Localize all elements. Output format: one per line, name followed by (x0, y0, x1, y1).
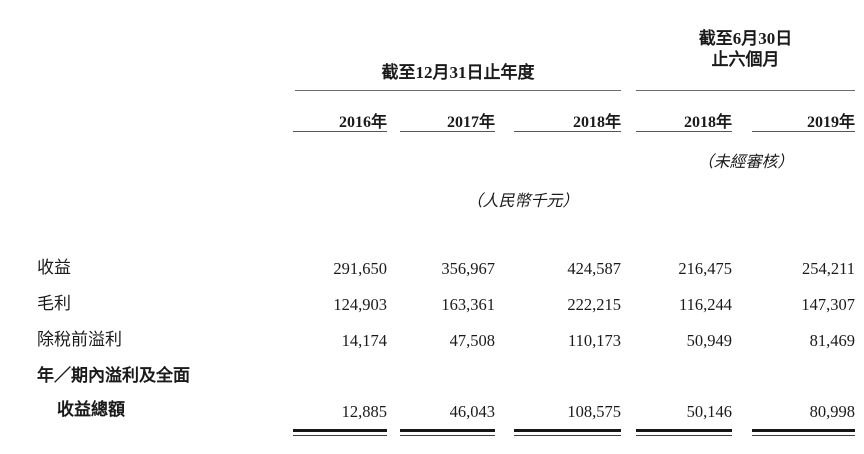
group-rule-interim (636, 90, 855, 91)
total-rule-thin-fy2017 (400, 435, 495, 436)
cell-revenue-h1-2019: 254,211 (801, 259, 855, 278)
column-header-fy2017: 2017年 (446, 114, 495, 131)
cell-total-comprehensive-income-h1-2019: 80,998 (809, 402, 855, 421)
cell-revenue-fy2017: 356,967 (441, 259, 495, 278)
column-group-caption-interim-line-1: 截至6月30日 (698, 29, 793, 48)
cell-total-comprehensive-income-fy2016: 12,885 (341, 402, 387, 421)
column-header-h1-2018: 2018年 (683, 114, 732, 131)
cell-gross-profit-h1-2018: 116,244 (678, 295, 732, 314)
cell-gross-profit-h1-2019: 147,307 (801, 295, 855, 314)
row-label-revenue: 收益 (37, 258, 71, 277)
cell-profit-before-tax-fy2018: 110,173 (567, 331, 621, 350)
column-group-caption-annual-line-1: 截至12月31日止年度 (381, 63, 535, 82)
total-rule-thick-h1-2018 (636, 429, 732, 432)
column-group-caption-interim: 截至6月30日 止六個月 (636, 28, 855, 71)
cell-revenue-h1-2018: 216,475 (678, 259, 732, 278)
column-header-fy2016: 2016年 (338, 114, 387, 131)
total-double-rule-fy2016 (293, 429, 387, 437)
cell-revenue-fy2018: 424,587 (567, 259, 621, 278)
column-rule-fy2017 (400, 131, 495, 132)
total-rule-thick-fy2017 (400, 429, 495, 432)
total-double-rule-fy2018 (514, 429, 621, 437)
total-rule-thin-fy2016 (293, 435, 387, 436)
cell-total-comprehensive-income-fy2017: 46,043 (449, 402, 495, 421)
cell-revenue-fy2016: 291,650 (333, 259, 387, 278)
total-double-rule-h1-2018 (636, 429, 732, 437)
total-double-rule-h1-2019 (752, 429, 855, 437)
column-rule-h1-2018 (636, 131, 732, 132)
total-rule-thin-h1-2019 (752, 435, 855, 436)
cell-gross-profit-fy2017: 163,361 (441, 295, 495, 314)
cell-total-comprehensive-income-fy2018: 108,575 (567, 402, 621, 421)
column-rule-fy2016 (293, 131, 387, 132)
cell-profit-before-tax-fy2017: 47,508 (449, 331, 495, 350)
column-rule-fy2018 (514, 131, 621, 132)
total-rule-thin-fy2018 (514, 435, 621, 436)
currency-unit-note: （人民幣千元） (466, 193, 579, 210)
cell-profit-before-tax-h1-2018: 50,949 (686, 331, 732, 350)
column-rule-h1-2019 (752, 131, 855, 132)
cell-profit-before-tax-h1-2019: 81,469 (809, 331, 855, 350)
total-double-rule-fy2017 (400, 429, 495, 437)
column-header-h1-2019: 2019年 (806, 114, 855, 131)
row-label-total-comprehensive-income-line-2: 收益總額 (57, 400, 125, 419)
row-label-gross-profit: 毛利 (37, 294, 71, 313)
column-group-caption-annual: 截至12月31日止年度 (295, 62, 621, 83)
cell-total-comprehensive-income-h1-2018: 50,146 (686, 402, 732, 421)
row-label-profit-before-tax: 除稅前溢利 (37, 330, 122, 349)
total-rule-thick-fy2016 (293, 429, 387, 432)
column-header-fy2018: 2018年 (572, 114, 621, 131)
group-rule-annual (295, 90, 621, 91)
column-group-caption-interim-line-2: 止六個月 (711, 50, 780, 70)
audit-status-note: （未經審核） (697, 154, 794, 171)
cell-profit-before-tax-fy2016: 14,174 (341, 331, 387, 350)
cell-gross-profit-fy2016: 124,903 (333, 295, 387, 314)
total-rule-thick-h1-2019 (752, 429, 855, 432)
cell-gross-profit-fy2018: 222,215 (567, 295, 621, 314)
total-rule-thick-fy2018 (514, 429, 621, 432)
total-rule-thin-h1-2018 (636, 435, 732, 436)
row-label-total-comprehensive-income-line-1: 年／期內溢利及全面 (37, 366, 190, 385)
